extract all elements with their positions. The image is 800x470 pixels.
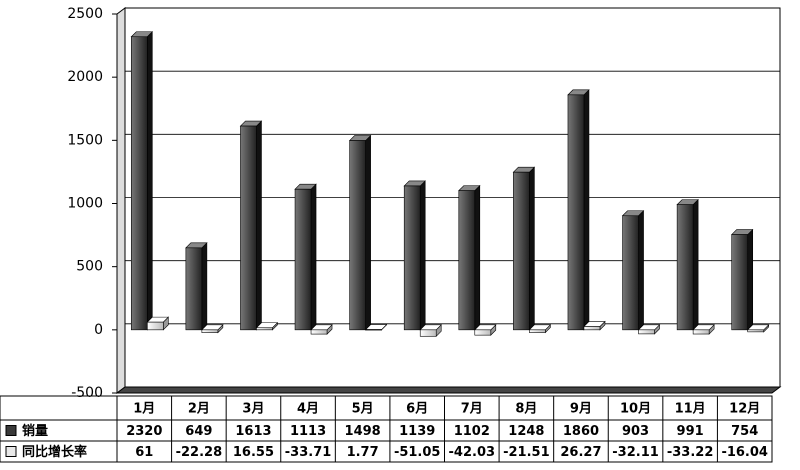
bar xyxy=(638,329,655,335)
bar xyxy=(240,125,257,331)
table-value: 1248 xyxy=(508,424,544,439)
y-tick-label: 2000 xyxy=(67,69,103,85)
x-tick-label: 6月 xyxy=(406,402,428,417)
table-value: 16.55 xyxy=(233,445,274,460)
bar xyxy=(294,188,312,331)
y-tick-label: 500 xyxy=(76,259,103,275)
bar-side xyxy=(201,242,208,331)
y-tick-label: 1000 xyxy=(67,196,103,212)
legend-swatch xyxy=(5,446,17,457)
bar xyxy=(365,329,382,331)
legend-label: 销量 xyxy=(22,423,48,439)
bar xyxy=(419,329,437,337)
y-tick-label: -500 xyxy=(71,385,103,401)
bar-side xyxy=(256,120,262,331)
table-value: 1102 xyxy=(454,424,490,439)
table-value: 1.77 xyxy=(347,445,379,460)
bar xyxy=(676,204,694,331)
bar xyxy=(403,185,421,331)
legend-label: 同比增长率 xyxy=(22,444,87,460)
table-value: 1113 xyxy=(290,424,326,439)
y-tick-label: 2500 xyxy=(67,6,103,22)
table-value: 1139 xyxy=(399,424,435,439)
plot-side-wall xyxy=(116,7,126,394)
bar xyxy=(567,94,585,331)
table-value: -16.04 xyxy=(721,445,768,460)
x-tick-label: 9月 xyxy=(570,402,592,417)
y-tick-label: 1500 xyxy=(67,132,103,148)
x-tick-label: 2月 xyxy=(188,402,210,417)
bar xyxy=(310,329,328,335)
bar-side xyxy=(583,89,590,331)
table-value: 1613 xyxy=(235,424,271,439)
bar xyxy=(185,247,203,331)
bar-side xyxy=(310,183,317,331)
bar xyxy=(458,190,476,331)
bar xyxy=(513,171,530,331)
bar xyxy=(201,329,219,333)
x-tick-label: 1月 xyxy=(133,402,155,417)
bar xyxy=(529,329,546,333)
table-value: 754 xyxy=(731,424,758,439)
table-value: -22.28 xyxy=(176,445,223,460)
table-value: -42.03 xyxy=(449,445,496,460)
x-tick-label: 5月 xyxy=(352,402,374,417)
bar xyxy=(349,140,366,331)
bar xyxy=(474,329,492,336)
table-value: 1498 xyxy=(345,424,381,439)
x-tick-label: 3月 xyxy=(242,402,264,417)
table-value: 2320 xyxy=(126,424,162,439)
x-tick-label: 4月 xyxy=(297,402,319,417)
bar-side xyxy=(638,210,644,331)
bar xyxy=(130,36,148,331)
bar xyxy=(622,215,639,331)
bar xyxy=(692,329,710,335)
bar xyxy=(256,327,273,331)
bar-side xyxy=(692,198,699,331)
bar-side xyxy=(365,134,371,331)
table-value: -33.71 xyxy=(285,445,332,460)
x-tick-label: 7月 xyxy=(461,402,483,417)
table-value: 61 xyxy=(135,445,153,460)
table-value: 903 xyxy=(622,424,649,439)
bar-side xyxy=(474,184,481,331)
table-value: 1860 xyxy=(563,424,599,439)
plot-floor xyxy=(115,386,782,394)
bar xyxy=(146,321,164,331)
bar-side xyxy=(529,166,535,331)
y-tick-label: 0 xyxy=(94,322,103,338)
bar-side xyxy=(747,228,754,331)
table-value: 649 xyxy=(185,424,212,439)
x-tick-label: 10月 xyxy=(620,402,651,417)
x-tick-label: 8月 xyxy=(515,402,537,417)
table-value: 991 xyxy=(677,424,704,439)
legend-swatch xyxy=(5,425,17,436)
bar xyxy=(747,329,765,333)
x-tick-label: 11月 xyxy=(675,402,706,417)
bar-side xyxy=(419,180,426,331)
table-value: -32.11 xyxy=(612,445,659,460)
table-value: -51.05 xyxy=(394,445,441,460)
table-value: -33.22 xyxy=(667,445,714,460)
x-tick-label: 12月 xyxy=(729,402,760,417)
bar xyxy=(583,326,601,331)
table-value: -21.51 xyxy=(503,445,550,460)
bar xyxy=(731,234,749,331)
table-value: 26.27 xyxy=(560,445,601,460)
bar-side xyxy=(146,31,153,331)
